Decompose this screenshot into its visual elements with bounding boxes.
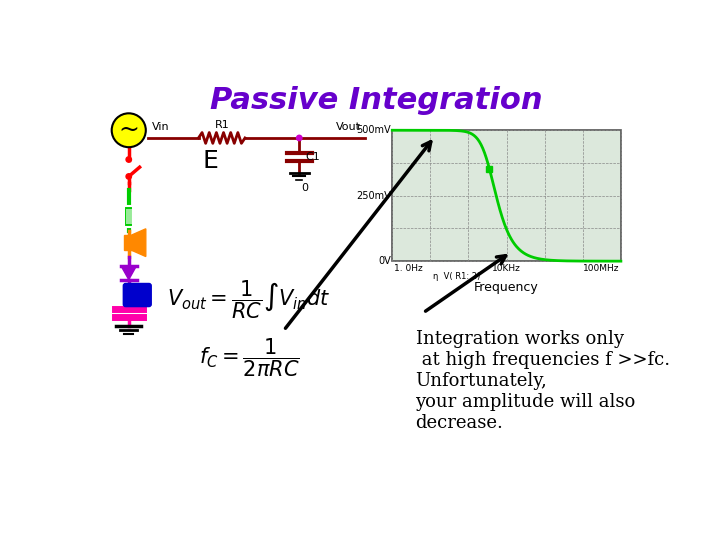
Polygon shape (132, 229, 145, 256)
Text: η  V( R1: 2): η V( R1: 2) (433, 272, 481, 281)
Circle shape (126, 174, 132, 179)
Text: 250mV: 250mV (356, 191, 391, 201)
Text: C1: C1 (305, 152, 320, 162)
Text: 0V: 0V (378, 256, 391, 266)
Text: Vout: Vout (336, 122, 361, 132)
Text: Vin: Vin (152, 122, 170, 132)
Text: ~: ~ (118, 119, 139, 141)
Text: $V_{out} = \dfrac{1}{RC}\int V_{in}dt$: $V_{out} = \dfrac{1}{RC}\int V_{in}dt$ (167, 279, 330, 321)
Circle shape (112, 113, 145, 147)
Text: Integration works only
 at high frequencies f >>fc.
Unfortunately,
your amplitud: Integration works only at high frequenci… (415, 330, 670, 431)
Polygon shape (121, 266, 137, 280)
Text: E: E (202, 149, 218, 173)
Text: 10KHz: 10KHz (492, 264, 521, 273)
Text: $f_C = \dfrac{1}{2\pi RC}$: $f_C = \dfrac{1}{2\pi RC}$ (199, 336, 300, 379)
Text: 500mV: 500mV (356, 125, 391, 135)
Circle shape (297, 135, 302, 140)
Text: 100MHz: 100MHz (582, 264, 619, 273)
Text: Passive Integration: Passive Integration (210, 86, 543, 116)
Text: R1: R1 (215, 120, 229, 130)
Text: 0: 0 (302, 183, 309, 193)
FancyBboxPatch shape (123, 284, 151, 307)
FancyBboxPatch shape (126, 209, 132, 224)
FancyBboxPatch shape (124, 206, 133, 227)
FancyBboxPatch shape (392, 130, 621, 261)
Text: 1. 0Hz: 1. 0Hz (394, 264, 423, 273)
Polygon shape (124, 235, 132, 251)
Text: Frequency: Frequency (474, 281, 539, 294)
Circle shape (126, 157, 132, 162)
